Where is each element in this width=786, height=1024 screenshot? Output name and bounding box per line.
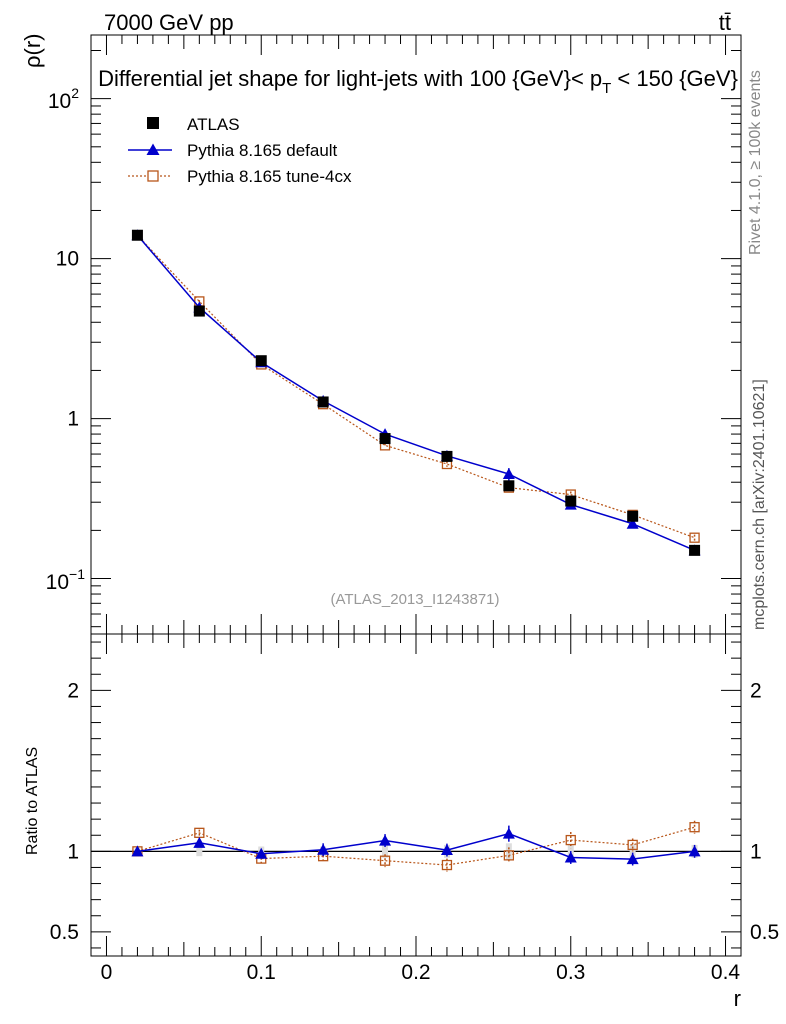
ratio-default-point [688, 845, 701, 857]
main-default-line [136, 234, 695, 552]
y-tick-label-0-1: 10−1 [46, 566, 86, 594]
main-atlas-point [379, 433, 391, 445]
ratio-tune4cx-point [503, 850, 515, 861]
y-tick-label: 10 [56, 248, 79, 271]
ratio-default-point [379, 834, 392, 846]
main-atlas-point [317, 396, 329, 408]
main-default-point [502, 468, 515, 480]
ratio-y-tick-label-right: 2 [750, 679, 762, 702]
title-rest: < 150 {GeV} [611, 66, 738, 91]
y-tick-label: 1 [67, 408, 79, 431]
header-right: tt̄ [719, 10, 731, 35]
ratio-y-tick-label-right: 1 [750, 840, 762, 863]
ratio-default-point [317, 843, 330, 855]
main-atlas-point [441, 450, 453, 462]
ratio-tune4cx-point [379, 855, 391, 866]
ratio-atlas-band [196, 846, 203, 857]
ratio-tune4cx-point [441, 859, 453, 871]
main-atlas-point [627, 510, 639, 522]
main-axes: 10 1 [56, 35, 741, 634]
ratio-y-tick-label-right: 0.5 [750, 921, 779, 944]
legend-marker-tune [147, 170, 159, 182]
ratio-atlas-band [382, 844, 389, 858]
ratio-y-tick-label-left: 2 [67, 679, 79, 702]
analysis-watermark: (ATLAS_2013_I1243871) [330, 591, 499, 608]
side-text-upper: Rivet 4.1.0, ≥ 100k events [747, 70, 764, 255]
legend: ATLAS Pythia 8.165 default Pythia 8.165 … [128, 115, 352, 186]
ratio-axes: 0 0.1 0.2 0.3 0.4 0.5 0.5 1 1 2 2 [50, 634, 779, 984]
legend-label-atlas: ATLAS [187, 115, 240, 134]
ratio-tune4cx-point [565, 834, 576, 846]
ratio-frame [90, 633, 742, 957]
x-tick-label: 0.1 [247, 961, 276, 984]
main-atlas-point [565, 495, 577, 507]
ratio-tune4cx-point [689, 822, 700, 833]
ratio-tune4cx-point [627, 839, 638, 851]
ratio-ylabel: Ratio to ATLAS [24, 747, 41, 855]
main-atlas-point [689, 544, 701, 556]
x-axis-label: r [734, 986, 741, 1011]
chart-title: Differential jet shape for light-jets wi… [98, 66, 738, 97]
title-main: Differential jet shape for light-jets wi… [98, 66, 602, 91]
header-left: 7000 GeV pp [104, 10, 234, 35]
main-tune4cx-line [136, 234, 695, 539]
ratio-default-point [502, 827, 515, 839]
main-atlas-point [193, 305, 205, 317]
x-tick-label: 0.3 [556, 961, 585, 984]
main-atlas-point [503, 480, 515, 492]
ratio-marks [131, 820, 701, 872]
main-atlas-point [131, 229, 143, 241]
legend-marker-default [146, 143, 160, 155]
x-tick-label: 0 [101, 961, 113, 984]
legend-label-default: Pythia 8.165 default [187, 141, 338, 160]
x-tick-label: 0.2 [401, 961, 430, 984]
legend-marker-atlas [147, 117, 159, 129]
ratio-y-tick-label-left: 1 [67, 840, 79, 863]
main-tune4cx-point [689, 532, 700, 543]
side-text-lower: mcplots.cern.ch [arXiv:2401.10621] [751, 379, 768, 630]
main-default-point [626, 517, 639, 529]
main-ylabel: ρ(r) [20, 34, 45, 69]
x-tick-label: 0.4 [711, 961, 741, 984]
legend-label-tune: Pythia 8.165 tune-4cx [187, 167, 352, 186]
main-atlas-point [255, 355, 267, 367]
ratio-default-point [440, 844, 453, 856]
ratio-default-point [564, 851, 577, 863]
ratio-default-line [137, 832, 695, 860]
ratio-default-point [193, 836, 206, 848]
ratio-default-point [626, 853, 639, 865]
title-subscript: T [602, 80, 611, 97]
ratio-default-point [255, 847, 268, 859]
ratio-default-point [131, 845, 144, 857]
main-marks [131, 229, 701, 556]
ratio-y-tick-label-left: 0.5 [50, 921, 79, 944]
y-tick-label-100: 102 [48, 85, 79, 113]
